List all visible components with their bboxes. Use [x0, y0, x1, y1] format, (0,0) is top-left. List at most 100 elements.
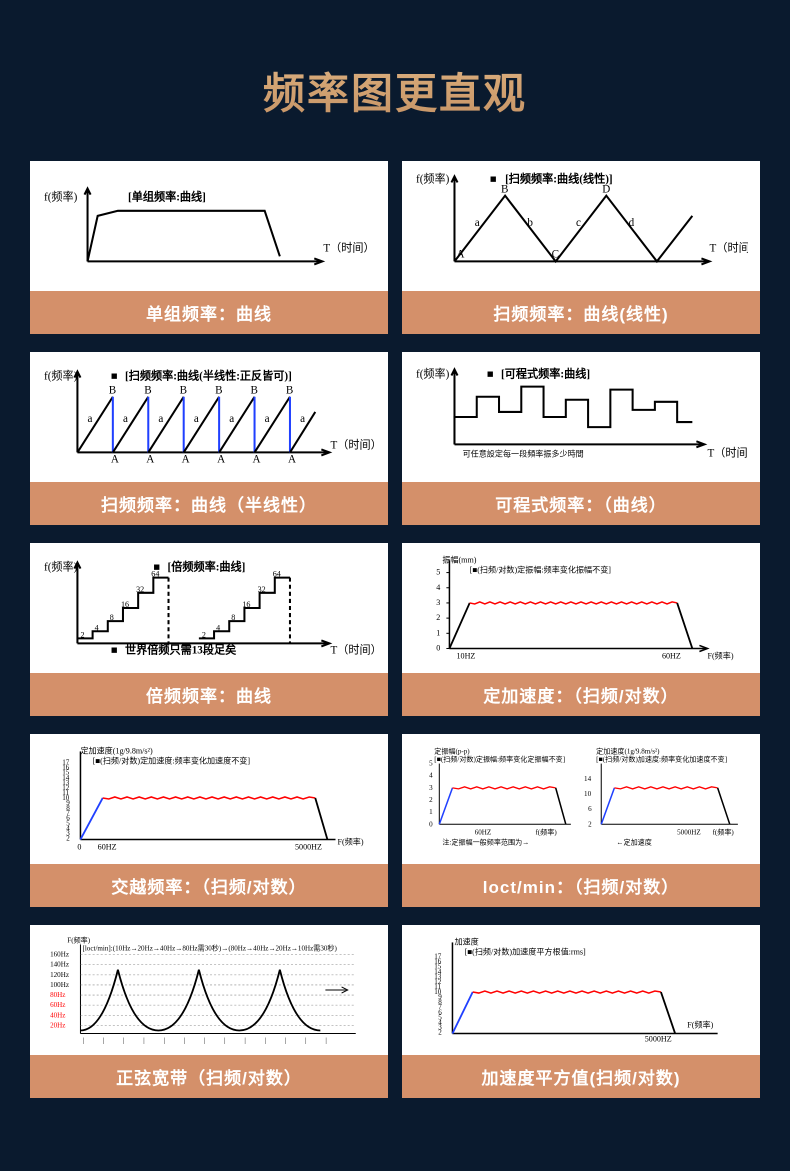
legend: [单组频率:曲线]	[128, 190, 206, 204]
chart-grid: f(频率) [单组频率:曲线] T（时间） 单组频率：曲线 f(频率) ■ [扫…	[0, 161, 790, 1128]
svg-text:|: |	[224, 1037, 225, 1045]
svg-text:17: 17	[62, 759, 70, 767]
chart-single-group: f(频率) [单组频率:曲线] T（时间）	[30, 161, 388, 291]
legend: [扫频频率:曲线(半线性:正反皆可)]	[125, 369, 292, 383]
svg-text:B: B	[250, 385, 257, 397]
card-programmable: f(频率) ■ [可程式频率:曲线] T（时间） 可任意設定每一段頻率振多少時間…	[402, 352, 760, 525]
svg-text:10HZ: 10HZ	[457, 652, 476, 661]
x-label: T（时间）	[323, 241, 374, 254]
caption: 扫频频率：曲线(线性)	[402, 291, 760, 334]
caption: 定加速度：（扫频/对数）	[402, 673, 760, 716]
svg-text:5000HZ: 5000HZ	[677, 828, 701, 836]
svg-text:■: ■	[111, 371, 118, 383]
svg-text:A: A	[288, 454, 296, 466]
x-label: F(频率)	[708, 651, 734, 661]
svg-text:|: |	[184, 1037, 185, 1045]
svg-text:B: B	[215, 385, 222, 397]
y-label: f(频率)	[44, 560, 78, 574]
svg-text:|: |	[103, 1037, 104, 1045]
y-label: f(频率)	[416, 171, 450, 185]
svg-text:2: 2	[80, 630, 84, 639]
svg-text:B: B	[180, 385, 187, 397]
legend: [■(扫频/对数)定加速度:频率变化加速度不变]	[93, 756, 251, 766]
svg-text:a: a	[88, 413, 93, 425]
card-rms: 加速度 [■(扫频/对数)加速度平方根值:rms] F(频率) 2345 678…	[402, 925, 760, 1098]
svg-text:40Hz: 40Hz	[50, 1011, 65, 1019]
svg-text:■: ■	[111, 645, 118, 657]
svg-text:|: |	[204, 1037, 205, 1045]
caption: 单组频率：曲线	[30, 291, 388, 334]
svg-text:|: |	[82, 1037, 83, 1045]
card-sweep-linear: f(频率) ■ [扫频频率:曲线(线性)] T（时间） BD AC ab cd …	[402, 161, 760, 334]
note: 可任意設定每一段頻率振多少時間	[463, 448, 584, 458]
card-sweep-half: f(频率) ■ [扫频频率:曲线(半线性:正反皆可)] T（时间）	[30, 352, 388, 525]
svg-text:[■(扫频/对数)定振幅:频率变化定振幅不变]: [■(扫频/对数)定振幅:频率变化定振幅不变]	[434, 755, 565, 764]
svg-text:|: |	[143, 1037, 144, 1045]
y-label: f(频率)	[44, 369, 78, 383]
svg-text:8: 8	[110, 613, 114, 622]
svg-text:140Hz: 140Hz	[50, 961, 69, 969]
card-single-group: f(频率) [单组频率:曲线] T（时间） 单组频率：曲线	[30, 161, 388, 334]
caption: 倍频频率：曲线	[30, 673, 388, 716]
svg-text:80Hz: 80Hz	[50, 991, 65, 999]
svg-text:4: 4	[436, 583, 440, 592]
svg-text:16: 16	[242, 600, 250, 609]
svg-text:a: a	[123, 413, 128, 425]
x-label: F(频率)	[687, 1019, 713, 1029]
svg-text:f(频率): f(频率)	[713, 827, 735, 836]
y-unit: 加速度	[454, 936, 478, 946]
svg-text:|: |	[163, 1037, 164, 1045]
svg-text:64: 64	[273, 570, 281, 579]
card-crossover: 定加速度(1g/9.8m/s²) [■(扫频/对数)定加速度:频率变化加速度不变…	[30, 734, 388, 907]
y-unit: 振幅(mm)	[442, 554, 476, 564]
svg-text:0: 0	[436, 644, 440, 653]
svg-text:B: B	[144, 385, 151, 397]
svg-text:60HZ: 60HZ	[98, 843, 117, 852]
x-label: T（时间）	[710, 241, 748, 254]
svg-text:D: D	[602, 184, 610, 196]
svg-text:60HZ: 60HZ	[475, 828, 492, 836]
svg-text:2: 2	[436, 613, 440, 622]
svg-text:3: 3	[436, 598, 440, 607]
svg-text:A: A	[217, 454, 225, 466]
svg-text:定振幅(p-p): 定振幅(p-p)	[434, 746, 470, 755]
svg-text:注:定振幅一般频率范围为→: 注:定振幅一般频率范围为→	[442, 838, 529, 847]
svg-text:|: |	[265, 1037, 266, 1045]
y-ticks: 2345 6789 10111213 14151617	[62, 759, 70, 843]
svg-text:160Hz: 160Hz	[50, 951, 69, 959]
svg-text:|: |	[325, 1037, 326, 1045]
svg-text:■: ■	[490, 173, 497, 185]
chart-crossover: 定加速度(1g/9.8m/s²) [■(扫频/对数)定加速度:频率变化加速度不变…	[30, 734, 388, 864]
svg-text:|: |	[285, 1037, 286, 1045]
svg-text:a: a	[265, 413, 270, 425]
x-label: T（时间）	[330, 438, 376, 451]
card-sine-broadband: F(频率) [loct/min]:(10Hz→20Hz→40Hz→80Hz需30…	[30, 925, 388, 1098]
svg-text:0: 0	[429, 820, 433, 828]
note: 世界倍频只需13段足矣	[125, 643, 237, 657]
svg-text:14: 14	[584, 775, 592, 783]
svg-text:20Hz: 20Hz	[50, 1021, 65, 1029]
svg-text:1: 1	[436, 628, 440, 637]
svg-text:F(频率): F(频率)	[67, 935, 90, 944]
svg-text:d: d	[629, 217, 635, 229]
card-fixed-accel: 振幅(mm) [■(扫频/对数)定振幅:频率变化振幅不变] F(频率) 0 1 …	[402, 543, 760, 716]
svg-text:2: 2	[202, 630, 206, 639]
svg-text:5: 5	[436, 568, 440, 577]
chart-rms: 加速度 [■(扫频/对数)加速度平方根值:rms] F(频率) 2345 678…	[402, 925, 760, 1055]
caption: 正弦宽带（扫频/对数）	[30, 1055, 388, 1098]
y-ticks: 0 1 2 3 4 5	[436, 568, 449, 653]
x-label: T（时间）	[708, 446, 748, 459]
caption: 扫频频率：曲线（半线性）	[30, 482, 388, 525]
svg-text:A: A	[182, 454, 190, 466]
legend: [扫频频率:曲线(线性)]	[505, 171, 613, 185]
svg-text:3: 3	[429, 784, 433, 792]
chart-fixed-accel: 振幅(mm) [■(扫频/对数)定振幅:频率变化振幅不变] F(频率) 0 1 …	[402, 543, 760, 673]
svg-text:100Hz: 100Hz	[50, 981, 69, 989]
svg-text:0: 0	[77, 843, 81, 852]
chart-programmable: f(频率) ■ [可程式频率:曲线] T（时间） 可任意設定每一段頻率振多少時間	[402, 352, 760, 482]
svg-text:17: 17	[434, 953, 442, 961]
chart-sine-broadband: F(频率) [loct/min]:(10Hz→20Hz→40Hz→80Hz需30…	[30, 925, 388, 1055]
svg-text:32: 32	[136, 585, 144, 594]
svg-text:a: a	[475, 217, 480, 229]
svg-text:b: b	[527, 217, 533, 229]
